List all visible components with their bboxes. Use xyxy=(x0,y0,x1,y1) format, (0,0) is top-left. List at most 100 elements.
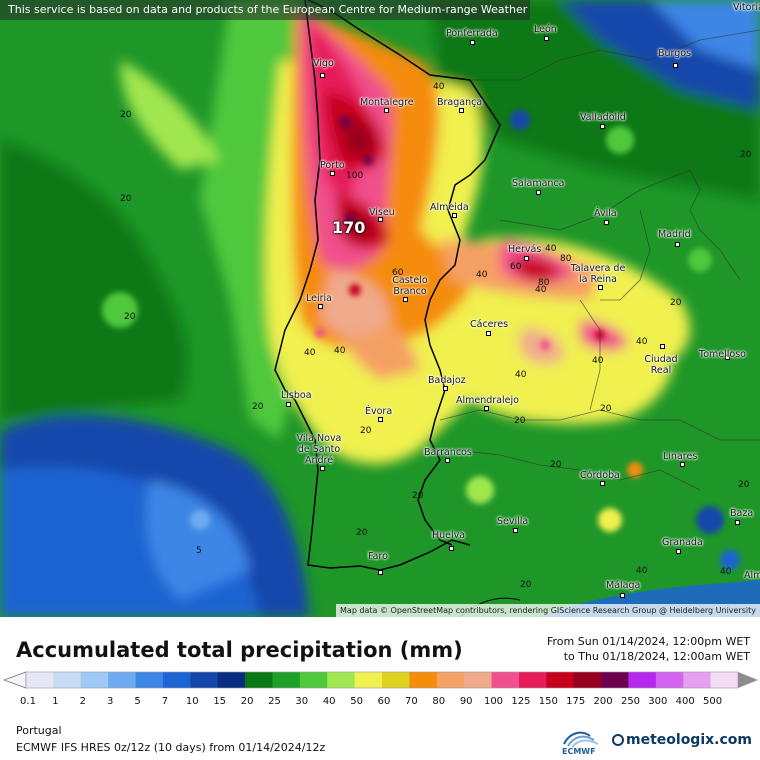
legend-swatch xyxy=(327,672,356,688)
legend-tick-label: 50 xyxy=(350,696,363,707)
city-label: Faro xyxy=(368,551,388,562)
legend-tick-label: 3 xyxy=(107,696,114,707)
city-marker xyxy=(459,108,464,113)
city-marker xyxy=(598,285,603,290)
legend-swatch xyxy=(299,672,328,688)
contour-label: 5 xyxy=(196,546,202,556)
legend-swatch xyxy=(190,672,219,688)
city-marker xyxy=(600,481,605,486)
city-marker xyxy=(620,593,625,598)
contour-label: 100 xyxy=(346,171,364,181)
period-from: From Sun 01/14/2024, 12:00pm WET xyxy=(546,635,750,648)
city-label: Vitoria-G xyxy=(733,2,760,13)
city-label: Alm xyxy=(744,570,760,581)
city-marker xyxy=(604,220,609,225)
legend-tick-label: 7 xyxy=(161,696,169,707)
legend-swatch xyxy=(135,672,164,688)
contour-label: 60 xyxy=(392,268,404,278)
city-label: Córdoba xyxy=(580,470,620,481)
city-marker xyxy=(286,402,291,407)
legend-swatch xyxy=(518,672,547,688)
city-label: Cáceres xyxy=(470,319,509,330)
contour-label: 20 xyxy=(550,460,562,470)
ecmwf-notice-banner: This service is based on data and produc… xyxy=(0,0,530,20)
city-label: Ávila xyxy=(594,208,617,219)
contour-label: 20 xyxy=(600,404,612,414)
city-marker xyxy=(660,344,665,349)
contour-label: 80 xyxy=(538,278,550,288)
city-marker xyxy=(320,73,325,78)
city-marker xyxy=(524,256,529,261)
legend-tick-label: 500 xyxy=(703,696,723,707)
legend-tick-label: 20 xyxy=(240,696,254,707)
city-marker xyxy=(680,462,685,467)
city-marker xyxy=(676,549,681,554)
legend-tick-label: 15 xyxy=(213,696,227,707)
contour-label: 40 xyxy=(515,370,527,380)
city-marker xyxy=(378,570,383,575)
city-marker xyxy=(675,242,680,247)
city-marker xyxy=(445,458,450,463)
city-marker xyxy=(735,520,740,525)
city-marker xyxy=(403,297,408,302)
legend-arrow-right xyxy=(738,672,758,688)
legend-swatch xyxy=(162,672,191,688)
region-label: Portugal xyxy=(16,724,62,737)
legend-tick-label: 70 xyxy=(405,696,418,707)
city-label: Sevilla xyxy=(497,516,529,527)
city-label: Castelo Branco xyxy=(392,275,428,297)
city-label: Hervás xyxy=(508,244,542,255)
legend-swatch xyxy=(464,672,493,688)
contour-label: 40 xyxy=(592,356,604,366)
ecmwf-logo-text: ECMWF xyxy=(562,747,596,756)
meteologix-logo[interactable]: meteologix.com xyxy=(612,732,752,748)
legend-swatch xyxy=(26,672,54,688)
legend-swatch xyxy=(108,672,137,688)
precipitation-map[interactable]: This service is based on data and produc… xyxy=(0,0,760,617)
city-marker xyxy=(320,466,325,471)
city-label: Badajoz xyxy=(428,375,466,386)
city-label: Tomelloso xyxy=(699,349,746,360)
city-label: Vigo xyxy=(313,58,334,69)
contour-label: 40 xyxy=(636,337,648,347)
city-label: Porto xyxy=(320,160,345,171)
contour-label: 20 xyxy=(360,426,372,436)
contour-label: 40 xyxy=(535,285,547,295)
legend-swatch xyxy=(436,672,465,688)
city-label: Lisboa xyxy=(281,390,312,401)
contour-label: 40 xyxy=(545,244,557,254)
contour-label: 20 xyxy=(670,298,682,308)
city-marker xyxy=(484,406,489,411)
city-label: Granada xyxy=(662,537,703,548)
city-label: Viseu xyxy=(369,207,395,218)
legend-tick-label: 90 xyxy=(459,696,473,707)
city-marker xyxy=(443,386,448,391)
legend-swatch xyxy=(409,672,438,688)
maximum-value-label: 170 xyxy=(332,218,366,237)
contour-label: 20 xyxy=(124,312,136,322)
color-legend xyxy=(2,671,758,689)
legend-tick-label: 30 xyxy=(295,696,309,707)
contour-label: 20 xyxy=(520,580,532,590)
legend-swatch xyxy=(546,672,575,688)
city-label: Barrancos xyxy=(424,447,472,458)
brand-label: meteologix.com xyxy=(626,732,752,748)
meteologix-icon xyxy=(612,734,624,746)
city-marker xyxy=(378,417,383,422)
legend-swatch xyxy=(683,672,712,688)
legend-swatch xyxy=(53,672,82,688)
legend-tick-label: 100 xyxy=(483,696,504,707)
legend-arrow-left xyxy=(2,671,27,689)
legend-tick-label: 400 xyxy=(675,696,695,707)
city-label: Huelva xyxy=(432,530,466,541)
city-label: Salamanca xyxy=(512,178,565,189)
period-to: to Thu 01/18/2024, 12:00am WET xyxy=(563,650,750,663)
legend-tick-label: 0.1 xyxy=(20,696,36,707)
contour-label: 20 xyxy=(120,110,132,120)
city-label: Ciudad Real xyxy=(644,354,678,376)
city-marker xyxy=(449,546,454,551)
city-label: Ponferrada xyxy=(446,28,498,39)
legend-tick-label: 40 xyxy=(322,696,336,707)
city-label: Évora xyxy=(365,406,393,417)
city-label: Baza xyxy=(730,508,754,519)
